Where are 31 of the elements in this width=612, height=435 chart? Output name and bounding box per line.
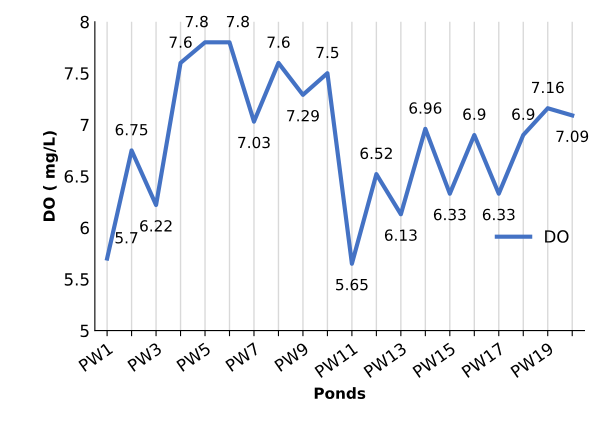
- data-label: 7.8: [226, 16, 249, 28]
- legend-label: DO: [545, 230, 569, 243]
- y-tick-label: 5.5: [64, 273, 89, 286]
- y-tick-label: 6.5: [64, 170, 89, 183]
- y-tick-label: 8: [80, 16, 89, 28]
- data-label: 6.22: [140, 220, 172, 232]
- data-label: 5.65: [336, 278, 368, 290]
- data-label: 7.03: [238, 136, 270, 148]
- data-label: 7.16: [532, 82, 564, 94]
- data-label: 6.33: [434, 208, 466, 220]
- data-label: 6.52: [360, 148, 392, 160]
- data-label: 7.6: [170, 36, 192, 48]
- y-tick-label: 7.5: [64, 67, 89, 80]
- y-tick-label: 6: [80, 222, 89, 234]
- data-label: 6.13: [384, 229, 417, 241]
- data-label: 5.7: [116, 232, 138, 244]
- x-tick-label: PW1: [78, 342, 114, 372]
- x-axis-title: Ponds: [314, 387, 366, 399]
- y-axis-title: DO ( mg/L): [43, 131, 58, 221]
- y-tick-label: 5: [80, 324, 89, 338]
- data-label: 7.6: [268, 36, 290, 48]
- data-label: 7.5: [316, 46, 338, 58]
- data-label: 7.8: [186, 16, 208, 28]
- data-label: 7.09: [556, 130, 588, 142]
- y-tick-label: 7: [80, 118, 89, 132]
- data-label: 6.9: [512, 108, 534, 120]
- data-label: 7.29: [287, 110, 319, 122]
- data-label: 6.9: [463, 108, 486, 120]
- data-label: 6.96: [409, 102, 442, 114]
- data-label: 6.75: [116, 124, 148, 136]
- data-label: 6.33: [482, 208, 515, 220]
